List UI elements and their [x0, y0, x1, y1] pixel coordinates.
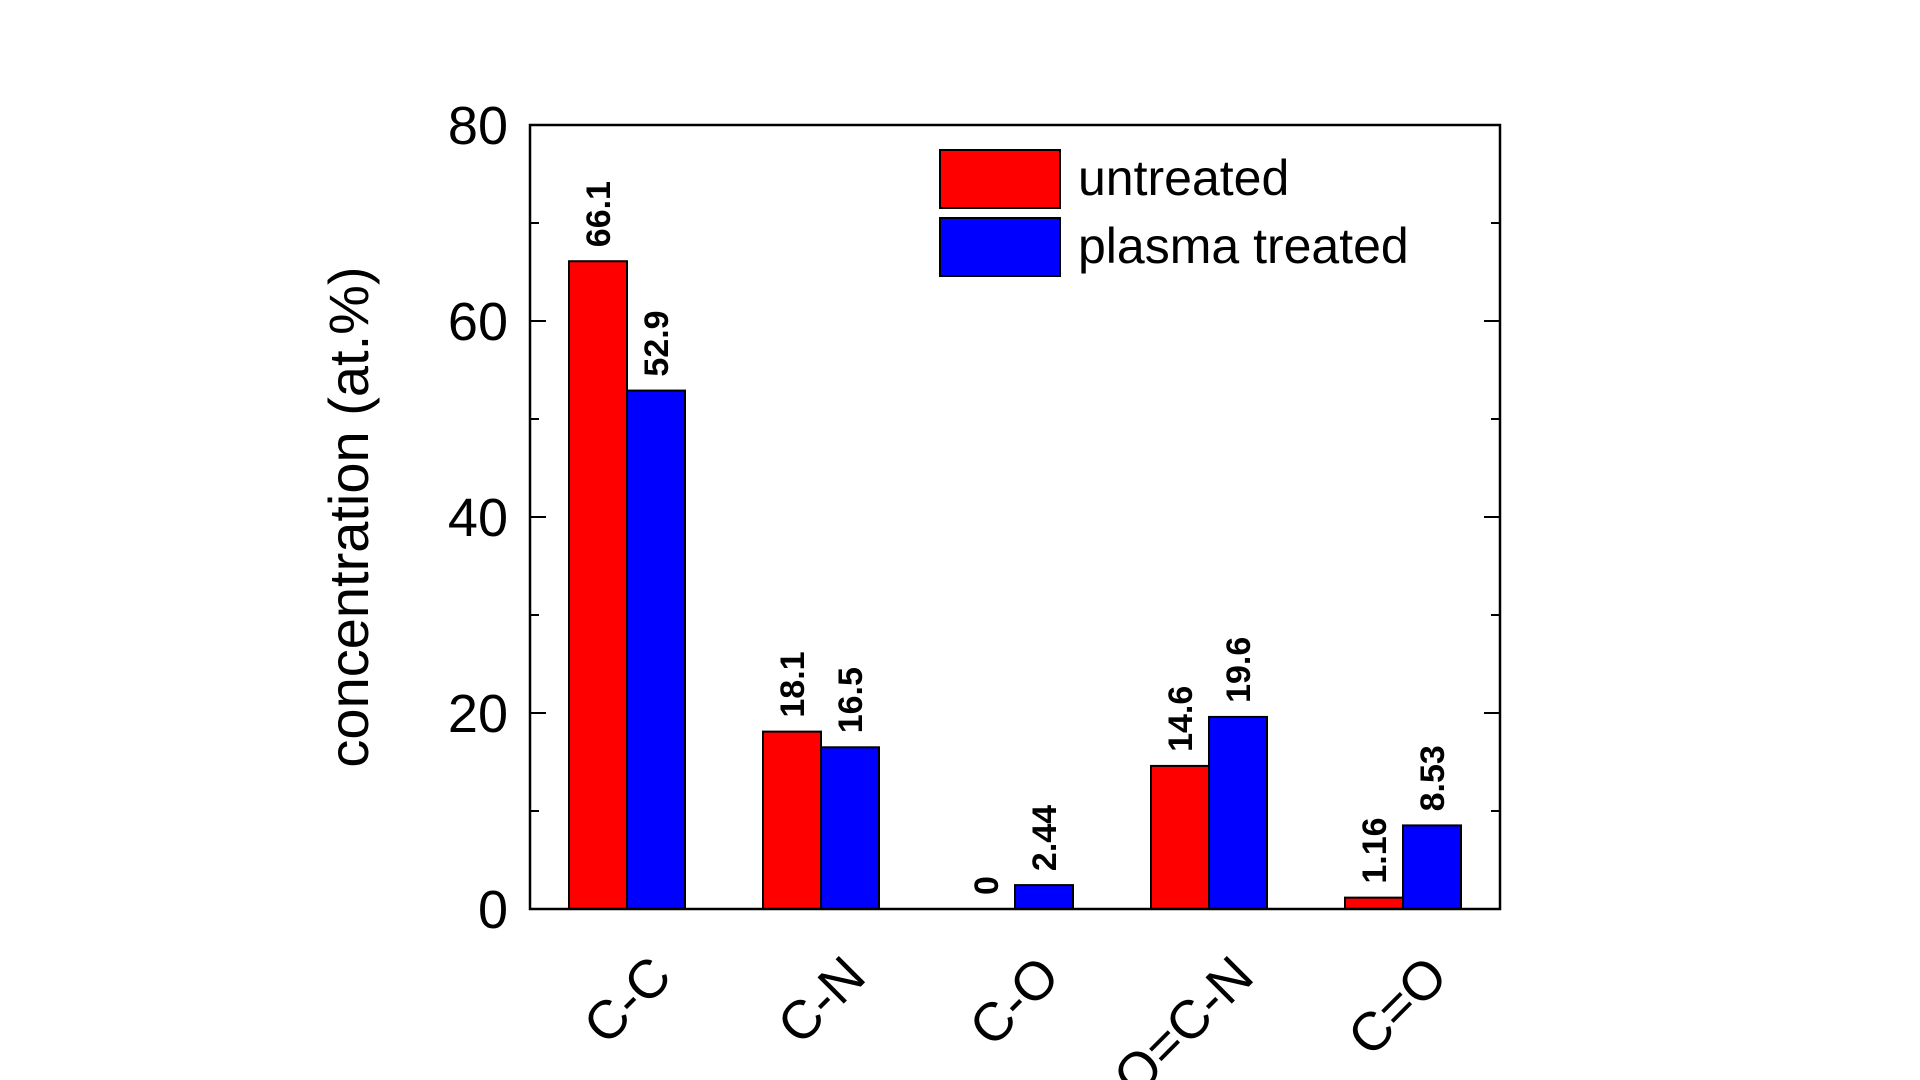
y-axis-title: concentration (at.%): [317, 266, 380, 767]
y-ticks-layer: [530, 124, 1500, 910]
y-tick-label: 20: [448, 684, 508, 744]
bar-untreated-c=o: [1344, 896, 1404, 911]
bar-plasma-treated-c-n: [820, 746, 880, 910]
legend-swatch-untreated: [939, 149, 1061, 209]
value-label: 14.6: [1162, 686, 1200, 752]
value-label: 18.1: [774, 651, 812, 717]
bar-plasma-treated-o=c-n: [1208, 715, 1268, 910]
bar-plasma-treated-c-c: [626, 389, 686, 910]
x-category-label: C-N: [766, 945, 876, 1055]
value-label: 16.5: [832, 667, 870, 733]
value-label: 0: [968, 876, 1006, 895]
bar-untreated-c-c: [568, 260, 628, 911]
x-category-labels-layer: C-C C-N C-O O=C-N C=O: [572, 945, 1458, 1080]
legend-swatch-plasma-treated: [939, 217, 1061, 277]
bar-untreated-c-n: [762, 730, 822, 910]
bar-plasma-treated-c=o: [1402, 824, 1462, 911]
y-tick-labels-layer: 0 20 40 60 80: [448, 96, 508, 940]
y-tick-label: 80: [448, 96, 508, 156]
value-labels-layer: 66.1 52.9 18.1 16.5 0 2.44 14.6 19.6 1.16 8.53: [580, 181, 1452, 895]
bar-untreated-o=c-n: [1150, 764, 1210, 910]
value-label: 8.53: [1414, 745, 1452, 811]
x-category-label: C=O: [1337, 945, 1459, 1067]
x-category-label: C-O: [958, 945, 1070, 1057]
bar-plasma-treated-c-o: [1014, 884, 1074, 911]
y-tick-label: 0: [478, 880, 508, 940]
x-category-label: C-C: [572, 945, 682, 1055]
legend: untreated plasma treated: [939, 149, 1409, 277]
value-label: 1.16: [1356, 817, 1394, 883]
legend-label: untreated: [1078, 150, 1289, 206]
value-label: 19.6: [1220, 637, 1258, 703]
x-category-label: O=C-N: [1102, 945, 1264, 1080]
value-label: 2.44: [1026, 805, 1064, 871]
bars-layer: [568, 260, 1462, 911]
legend-label: plasma treated: [1078, 218, 1409, 274]
value-label: 66.1: [580, 181, 618, 247]
value-label: 52.9: [638, 310, 676, 376]
y-tick-label: 60: [448, 292, 508, 352]
y-tick-label: 40: [448, 488, 508, 548]
